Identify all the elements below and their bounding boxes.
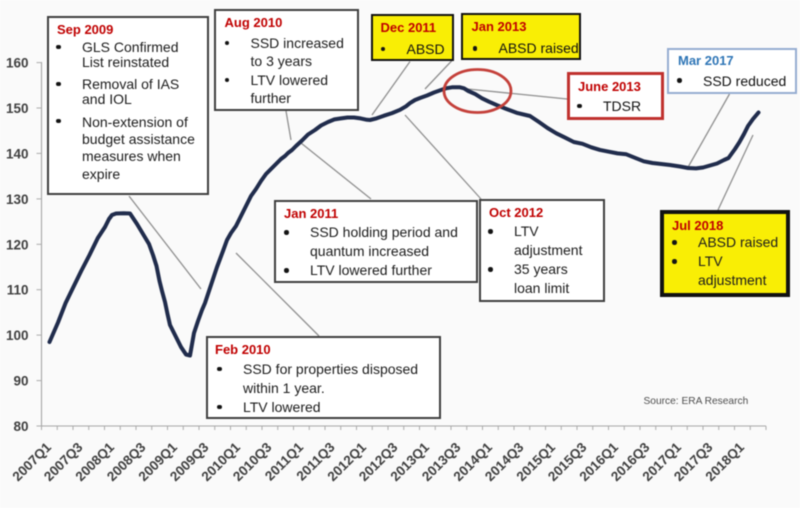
svg-text:130: 130 xyxy=(6,192,29,207)
svg-text:80: 80 xyxy=(13,419,28,434)
svg-text:160: 160 xyxy=(6,56,29,71)
svg-text:120: 120 xyxy=(6,237,29,252)
svg-text:Source: ERA Research: Source: ERA Research xyxy=(644,396,749,407)
svg-text:110: 110 xyxy=(7,283,29,298)
svg-text:100: 100 xyxy=(6,328,29,343)
svg-text:140: 140 xyxy=(6,146,29,161)
svg-text:150: 150 xyxy=(6,101,29,116)
svg-text:90: 90 xyxy=(13,374,28,389)
